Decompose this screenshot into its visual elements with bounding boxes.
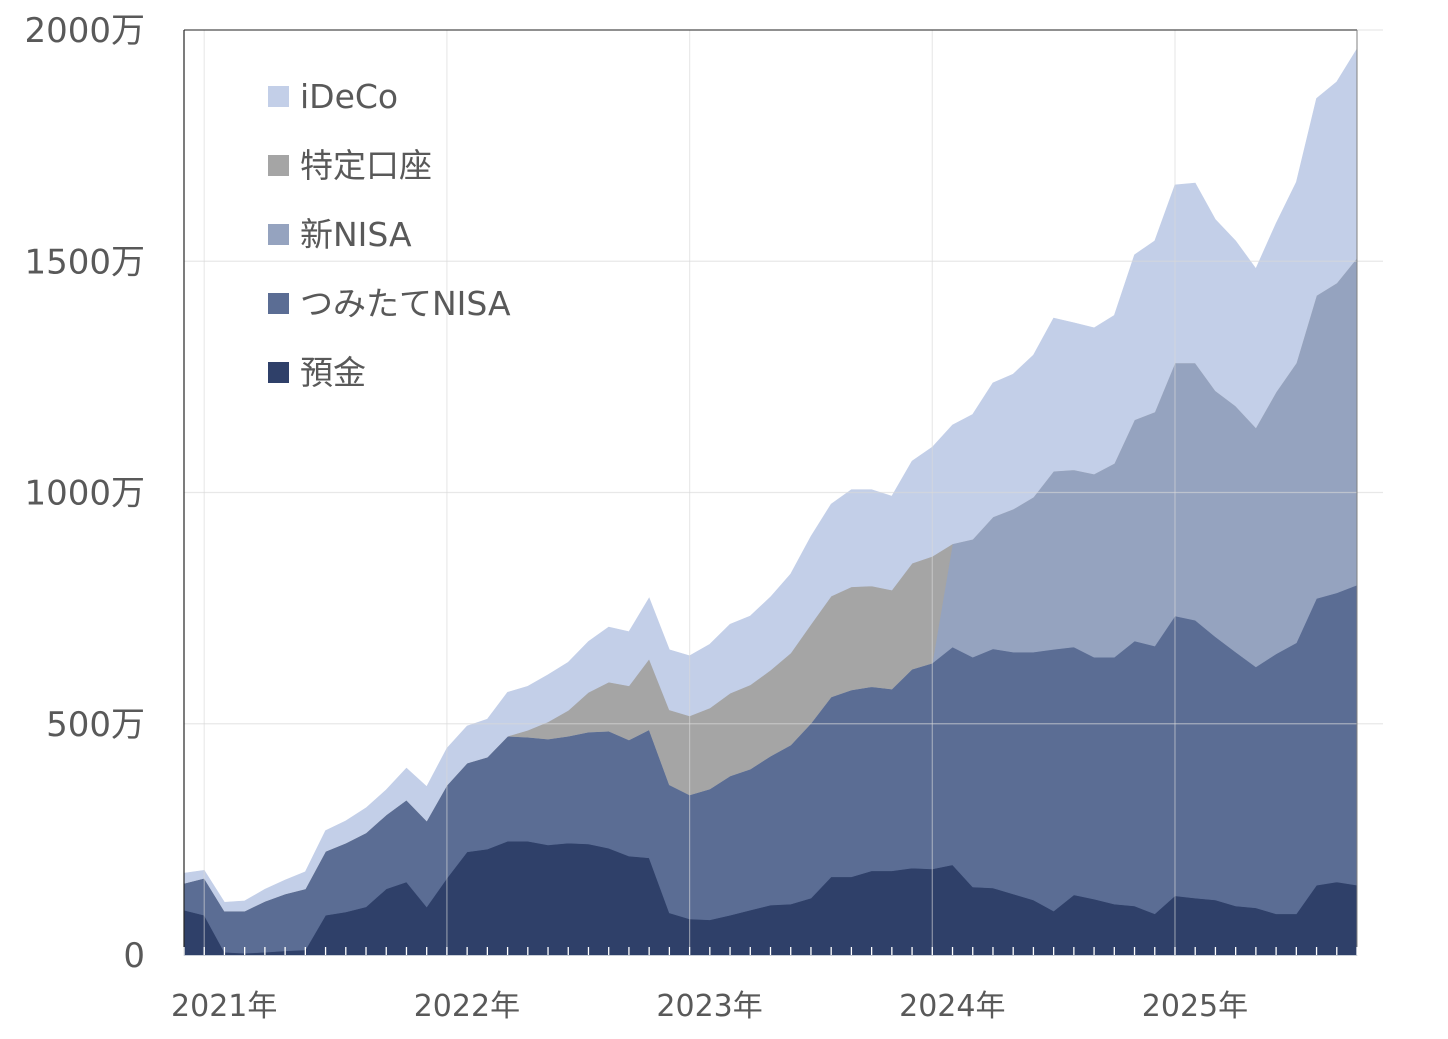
y-tick-label: 500万 — [46, 705, 145, 745]
plot-frame — [183, 29, 1358, 955]
x-axis-labels: 2021年 2022年 2023年 2024年 2025年 — [171, 989, 1248, 1024]
legend-swatch-ideco — [268, 86, 289, 107]
x-tick-label: 2024年 — [899, 989, 1005, 1024]
legend-swatch-tokutei — [268, 155, 289, 176]
legend-swatch-tsumitate-nisa — [268, 293, 289, 314]
month-ticks — [183, 947, 1358, 955]
legend-swatch-deposit — [268, 362, 289, 383]
area-layers — [183, 47, 1358, 956]
y-tick-label: 2000万 — [24, 11, 145, 51]
legend: iDeCo 特定口座 新NISA つみたてNISA 預金 — [268, 77, 511, 392]
y-tick-label: 1000万 — [24, 474, 145, 514]
x-tick-label: 2025年 — [1142, 989, 1248, 1024]
y-axis-labels: 0 500万 1000万 1500万 2000万 — [24, 11, 145, 976]
x-tick-label: 2021年 — [171, 989, 277, 1024]
legend-label-tokutei: 特定口座 — [300, 146, 432, 185]
x-tick-label: 2022年 — [414, 989, 520, 1024]
legend-label-deposit: 預金 — [300, 353, 366, 392]
legend-label-new-nisa: 新NISA — [300, 215, 412, 254]
legend-label-tsumitate-nisa: つみたてNISA — [300, 284, 511, 323]
legend-label-ideco: iDeCo — [300, 77, 398, 116]
y-tick-label: 0 — [123, 936, 145, 976]
legend-swatch-new-nisa — [268, 224, 289, 245]
y-tick-label: 1500万 — [24, 242, 145, 282]
x-tick-label: 2023年 — [656, 989, 762, 1024]
